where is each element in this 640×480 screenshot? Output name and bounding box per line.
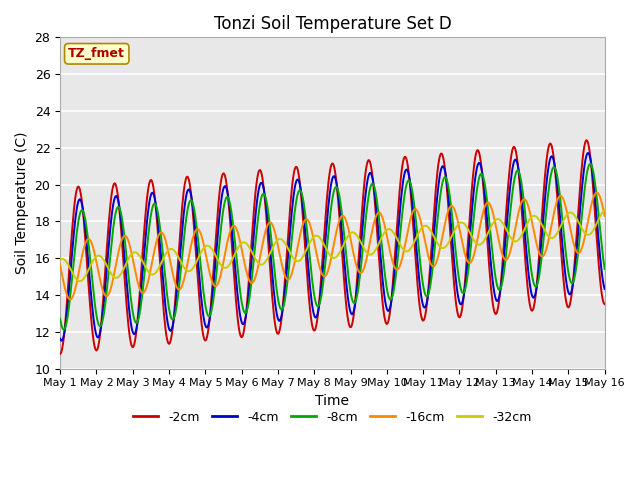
-32cm <box>66 265 74 271</box>
-32cm <box>207 245 214 251</box>
-8cm <box>415 250 423 255</box>
Title: Tonzi Soil Temperature Set D: Tonzi Soil Temperature Set D <box>214 15 451 33</box>
-4cm <box>399 178 407 183</box>
-32cm <box>399 247 407 252</box>
Y-axis label: Soil Temperature (C): Soil Temperature (C) <box>15 132 29 274</box>
-4cm <box>584 150 592 156</box>
-4cm <box>601 286 609 292</box>
Line: -8cm: -8cm <box>60 164 605 330</box>
-8cm <box>399 202 407 208</box>
-16cm <box>123 234 131 240</box>
-16cm <box>415 213 423 218</box>
-4cm <box>179 228 186 233</box>
-16cm <box>207 275 214 280</box>
-16cm <box>67 297 75 302</box>
-32cm <box>601 207 609 213</box>
-16cm <box>399 251 407 257</box>
-2cm <box>601 301 609 307</box>
-4cm <box>207 308 214 313</box>
-4cm <box>56 336 64 342</box>
-32cm <box>123 259 131 265</box>
-8cm <box>60 327 68 333</box>
Line: -16cm: -16cm <box>60 192 605 300</box>
-32cm <box>56 257 64 263</box>
-8cm <box>123 257 131 263</box>
-2cm <box>66 256 74 262</box>
Legend: -2cm, -4cm, -8cm, -16cm, -32cm: -2cm, -4cm, -8cm, -16cm, -32cm <box>128 406 536 429</box>
-16cm <box>66 297 74 302</box>
-16cm <box>593 190 601 195</box>
Line: -2cm: -2cm <box>60 140 605 354</box>
-4cm <box>415 276 423 282</box>
-4cm <box>67 266 75 272</box>
-16cm <box>56 263 64 268</box>
X-axis label: Time: Time <box>316 394 349 408</box>
-8cm <box>179 254 186 260</box>
-2cm <box>206 311 214 317</box>
-8cm <box>207 310 214 316</box>
-2cm <box>177 214 185 219</box>
-4cm <box>58 338 65 344</box>
-32cm <box>76 278 84 284</box>
-2cm <box>56 351 64 357</box>
-16cm <box>179 283 186 288</box>
-2cm <box>415 291 422 297</box>
-32cm <box>415 229 423 235</box>
-8cm <box>67 288 75 294</box>
-2cm <box>399 162 406 168</box>
Line: -32cm: -32cm <box>60 210 605 281</box>
Line: -4cm: -4cm <box>60 153 605 341</box>
-2cm <box>122 295 130 301</box>
-32cm <box>179 261 186 267</box>
-4cm <box>123 282 131 288</box>
-8cm <box>56 316 64 322</box>
-16cm <box>601 213 609 219</box>
-8cm <box>601 266 609 272</box>
-2cm <box>582 137 590 143</box>
Text: TZ_fmet: TZ_fmet <box>68 47 125 60</box>
-8cm <box>586 161 594 167</box>
